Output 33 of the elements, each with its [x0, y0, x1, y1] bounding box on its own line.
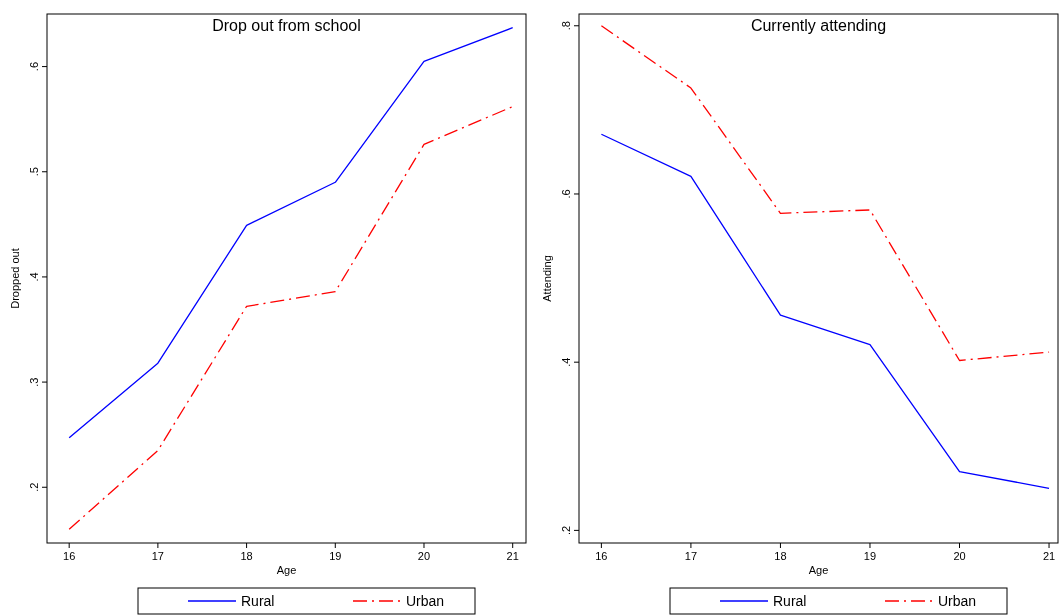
- legend-label: Rural: [241, 593, 275, 609]
- x-tick-label: 21: [1042, 550, 1056, 562]
- y-tick-label: .6: [28, 61, 40, 72]
- legend-label: Rural: [773, 593, 807, 609]
- x-tick-label: 18: [774, 550, 787, 562]
- x-tick-label: 16: [595, 550, 608, 562]
- y-tick-label: .5: [28, 167, 40, 177]
- legend-label: Urban: [406, 593, 445, 609]
- legend-label: Urban: [938, 593, 977, 609]
- y-axis-title: Dropped out: [9, 248, 21, 309]
- x-tick-label: 19: [329, 550, 342, 562]
- y-tick-label: .8: [560, 21, 572, 31]
- x-tick-label: 17: [684, 550, 698, 562]
- chart-title: Currently attending: [750, 17, 887, 34]
- x-tick-label: 18: [240, 550, 253, 562]
- y-axis-title: Attending: [541, 255, 553, 302]
- x-tick-label: 20: [417, 550, 431, 562]
- line-series: [600, 133, 1050, 489]
- y-tick-label: .4: [28, 272, 40, 282]
- x-tick-label: 21: [506, 550, 519, 562]
- y-tick-label: .6: [560, 189, 572, 199]
- x-tick-label: 17: [151, 550, 164, 562]
- x-axis-title: Age: [808, 564, 829, 576]
- x-tick-label: 20: [953, 550, 966, 562]
- chart-title: Drop out from school: [212, 17, 361, 34]
- x-tick-label: 16: [63, 550, 76, 562]
- x-axis-title: Age: [276, 564, 297, 576]
- y-tick-label: .2: [28, 482, 40, 492]
- y-tick-label: .2: [560, 525, 572, 535]
- y-tick-label: .3: [28, 377, 40, 387]
- y-tick-label: .4: [560, 357, 572, 367]
- x-tick-label: 19: [863, 550, 877, 562]
- line-series: [68, 105, 514, 530]
